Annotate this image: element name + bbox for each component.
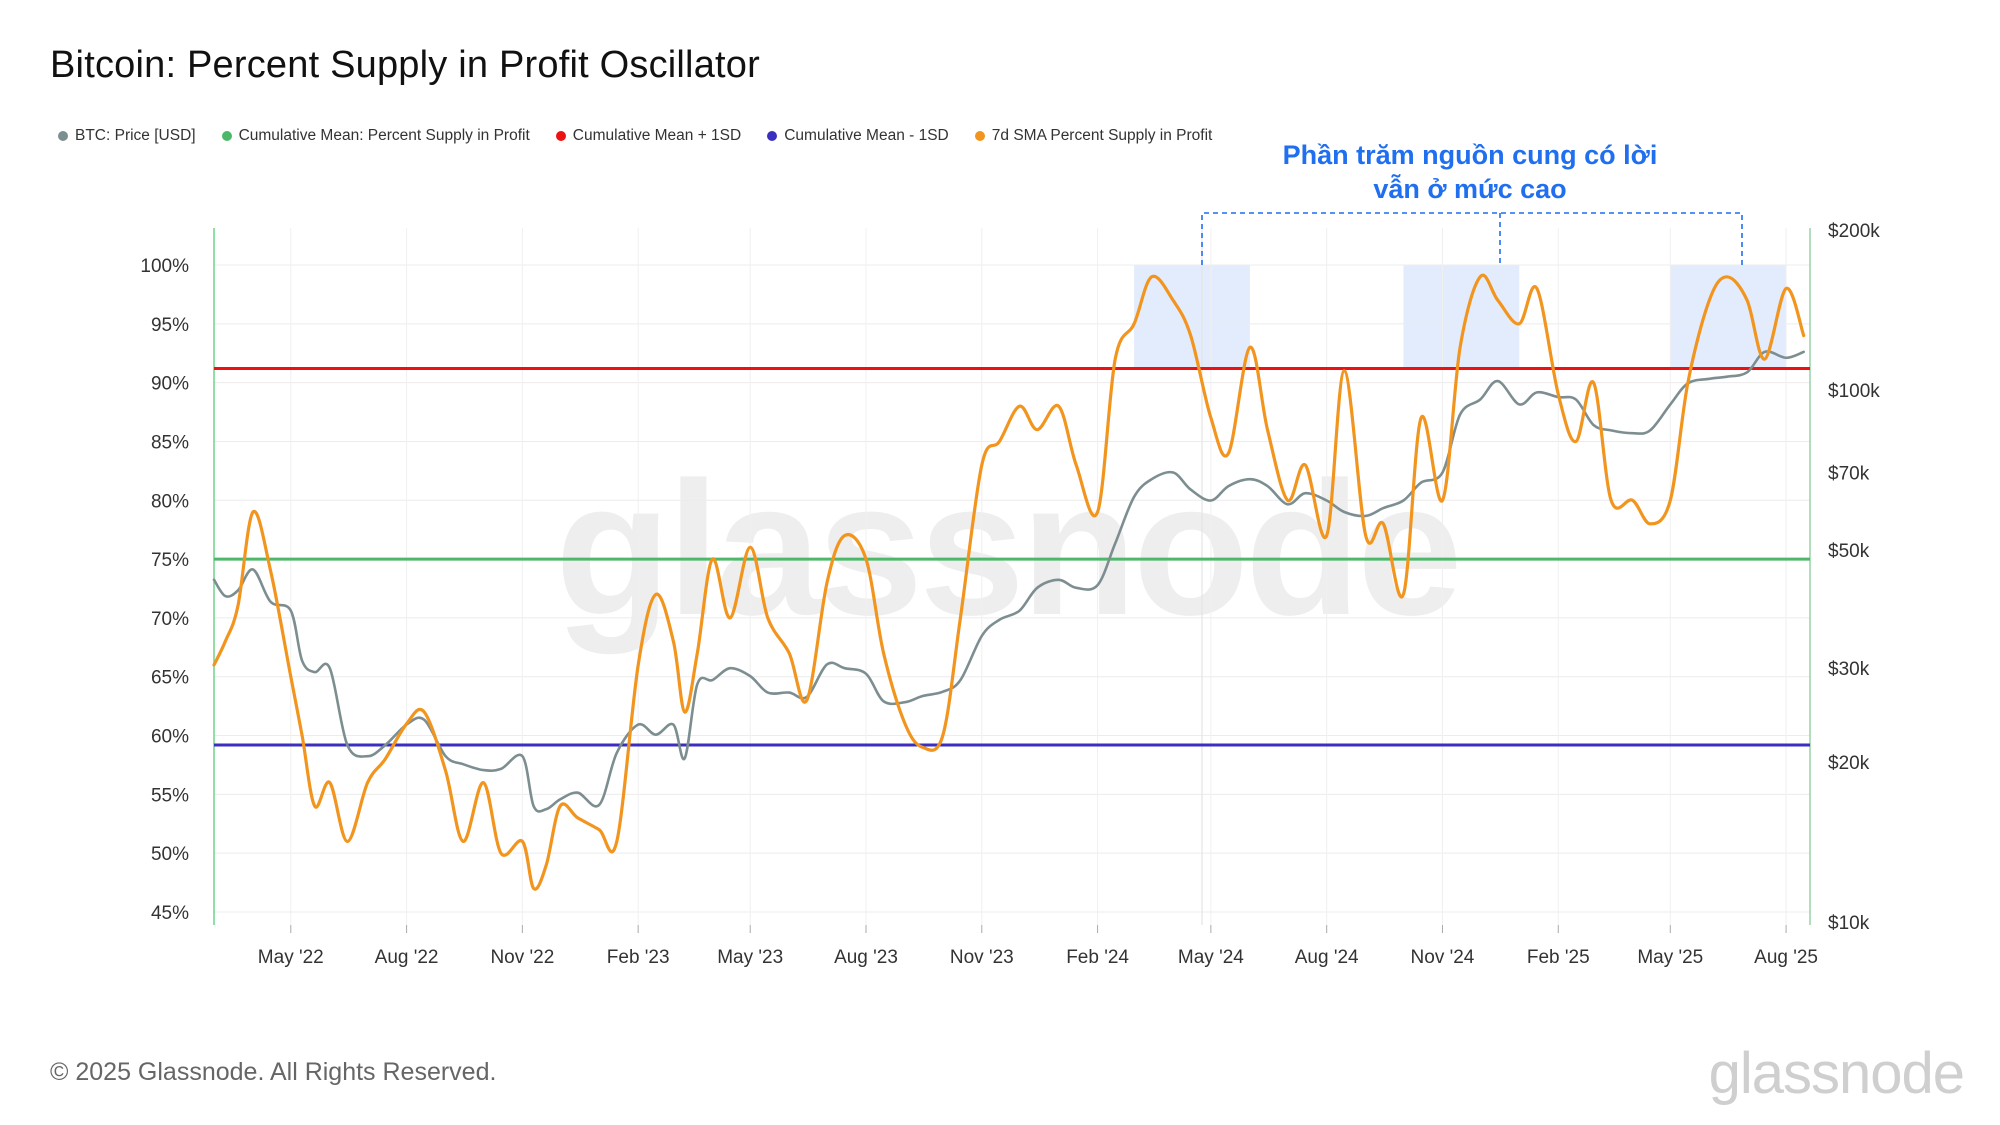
legend-item-7d-sma[interactable]: 7d SMA Percent Supply in Profit xyxy=(974,127,1213,145)
x-tick-label: Nov '23 xyxy=(950,947,1014,968)
legend-label-mean-plus-1sd: Cumulative Mean + 1SD xyxy=(572,127,742,144)
x-tick-label: Nov '24 xyxy=(1411,947,1475,968)
y-left-tick-label: 85% xyxy=(151,432,189,453)
chart-legend: BTC: Price [USD] Cumulative Mean: Percen… xyxy=(58,127,1212,145)
x-tick-label: Feb '23 xyxy=(607,947,670,968)
x-tick-label: Feb '24 xyxy=(1066,947,1129,968)
y-left-tick-label: 90% xyxy=(151,374,189,395)
x-tick-label: Aug '22 xyxy=(375,947,439,968)
series-line-7d-sma-percent-supply-in-profit xyxy=(212,273,1806,891)
x-tick-label: Aug '23 xyxy=(834,947,898,968)
x-tick-label: May '24 xyxy=(1178,947,1244,968)
y-right-tick-label: $30k xyxy=(1828,659,1870,680)
x-tick-label: May '22 xyxy=(258,947,324,968)
legend-marker-mean-plus-1sd xyxy=(555,131,566,141)
y-left-tick-label: 60% xyxy=(151,727,189,748)
legend-item-cumulative-mean[interactable]: Cumulative Mean: Percent Supply in Profi… xyxy=(221,127,530,145)
legend-marker-7d-sma xyxy=(974,131,985,141)
y-right-tick-label: $20k xyxy=(1828,753,1870,774)
y-left-tick-label: 80% xyxy=(151,491,189,512)
x-tick-label: Aug '25 xyxy=(1754,947,1818,968)
y-left-tick-label: 45% xyxy=(151,903,189,924)
watermark-glassnode: glassnode xyxy=(555,443,1463,655)
y-left-tick-label: 75% xyxy=(151,550,189,571)
annotation-bracket xyxy=(1201,212,1743,265)
x-tick-label: Aug '24 xyxy=(1295,947,1359,968)
glassnode-logo: glassnode xyxy=(1708,1041,1965,1106)
chart-title: Bitcoin: Percent Supply in Profit Oscill… xyxy=(50,44,760,86)
annotation-line-2: vẫn ở mức cao xyxy=(1373,174,1567,204)
highlight-band-2 xyxy=(1403,265,1520,369)
series-line-btc-price-usd xyxy=(212,350,1805,813)
y-left-tick-label: 65% xyxy=(151,668,189,689)
legend-label-btc-price: BTC: Price [USD] xyxy=(75,127,196,144)
y-right-tick-label: $200k xyxy=(1828,221,1880,242)
x-tick-label: May '25 xyxy=(1637,947,1703,968)
legend-label-7d-sma: 7d SMA Percent Supply in Profit xyxy=(991,127,1213,144)
y-right-tick-label: $50k xyxy=(1828,541,1870,562)
y-left-tick-label: 70% xyxy=(151,609,189,630)
legend-item-mean-plus-1sd[interactable]: Cumulative Mean + 1SD xyxy=(555,127,742,145)
legend-item-mean-minus-1sd[interactable]: Cumulative Mean - 1SD xyxy=(767,127,949,145)
legend-marker-cumulative-mean xyxy=(221,131,232,141)
y-right-tick-label: $100k xyxy=(1828,381,1880,402)
highlight-band-1 xyxy=(1134,265,1250,369)
legend-marker-mean-minus-1sd xyxy=(767,131,778,141)
y-left-tick-label: 95% xyxy=(151,315,189,336)
y-right-tick-label: $70k xyxy=(1828,464,1870,485)
y-left-tick-label: 50% xyxy=(151,844,189,865)
annotation-callout: Phần trăm nguồn cung có lời vẫn ở mức ca… xyxy=(1240,138,1700,206)
x-tick-label: Nov '22 xyxy=(490,947,554,968)
x-tick-label: May '23 xyxy=(717,947,783,968)
legend-label-cumulative-mean: Cumulative Mean: Percent Supply in Profi… xyxy=(238,127,530,144)
y-left-tick-label: 100% xyxy=(140,256,189,277)
y-left-tick-label: 55% xyxy=(151,785,189,806)
x-tick-label: Feb '25 xyxy=(1527,947,1590,968)
y-right-tick-label: $10k xyxy=(1828,913,1870,934)
copyright-footer: © 2025 Glassnode. All Rights Reserved. xyxy=(50,1058,497,1086)
legend-marker-btc-price xyxy=(58,131,68,141)
legend-label-mean-minus-1sd: Cumulative Mean - 1SD xyxy=(784,127,949,144)
annotation-line-1: Phần trăm nguồn cung có lời xyxy=(1282,140,1658,170)
legend-item-btc-price[interactable]: BTC: Price [USD] xyxy=(58,127,196,145)
